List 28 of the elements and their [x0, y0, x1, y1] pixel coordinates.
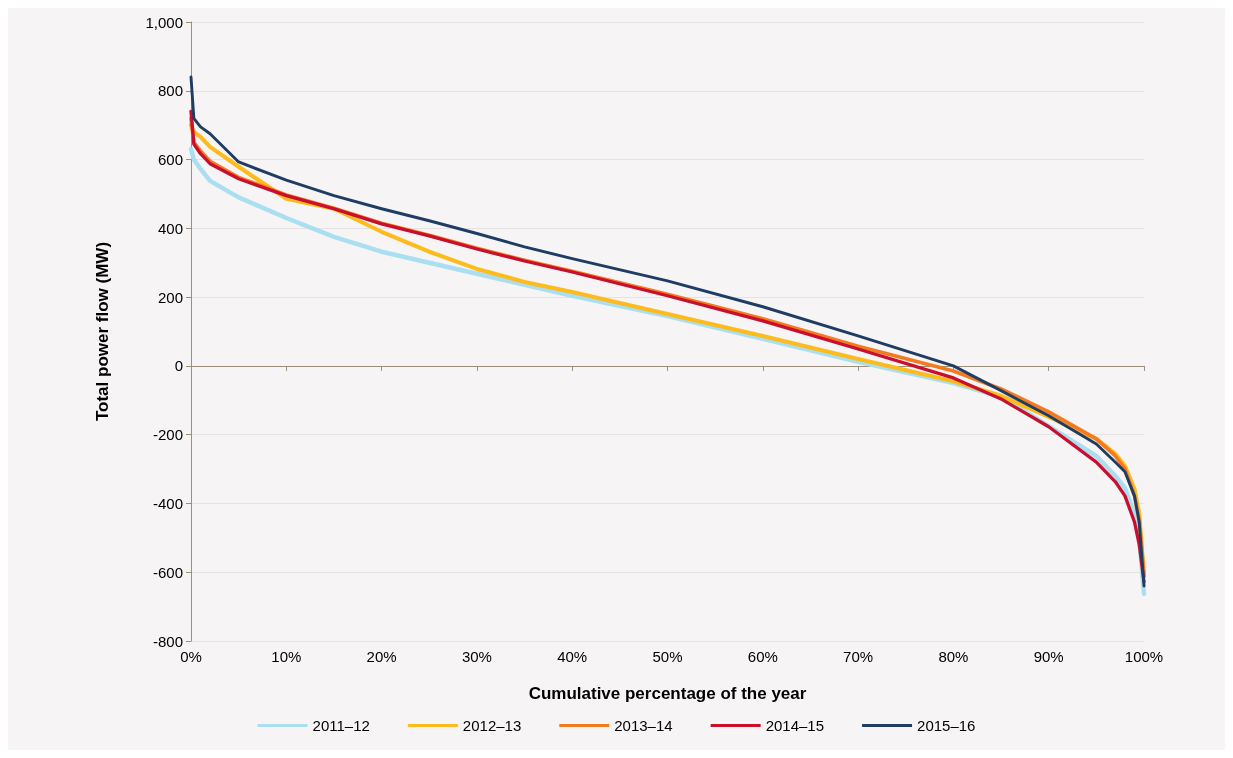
- y-axis-title: Total power flow (MW): [93, 241, 112, 422]
- legend-label: 2015–16: [917, 717, 976, 734]
- y-tick-label: -400: [152, 494, 183, 512]
- x-tick-label: 10%: [271, 648, 302, 665]
- x-tick-label: 30%: [461, 648, 492, 665]
- y-tick-label: 0: [174, 357, 183, 375]
- y-tick-label: -600: [152, 563, 183, 581]
- legend-label: 2011–12: [312, 717, 370, 734]
- y-tick-label: 200: [157, 288, 183, 306]
- x-tick-label: 70%: [843, 648, 874, 665]
- x-tick-label: 50%: [652, 648, 683, 665]
- x-tick-label: 80%: [938, 648, 969, 665]
- y-tick-label: 400: [157, 219, 183, 237]
- x-tick-label: 20%: [366, 648, 397, 665]
- y-tick-label: -800: [152, 632, 183, 650]
- y-tick-label: 800: [157, 82, 183, 100]
- y-tick-label: -200: [152, 426, 183, 444]
- legend-label: 2014–15: [765, 717, 825, 734]
- x-tick-label: 0%: [180, 648, 202, 665]
- y-tick-label: 600: [157, 151, 183, 169]
- x-tick-label: 90%: [1033, 648, 1064, 665]
- x-tick-label: 40%: [557, 648, 588, 665]
- y-tick-label: 1,000: [145, 13, 183, 31]
- x-axis-title: Cumulative percentage of the year: [528, 684, 807, 703]
- legend-label: 2012–13: [462, 717, 522, 734]
- x-tick-label: 60%: [747, 648, 778, 665]
- x-tick-label: 100%: [1124, 648, 1164, 665]
- legend-label: 2013–14: [614, 717, 673, 734]
